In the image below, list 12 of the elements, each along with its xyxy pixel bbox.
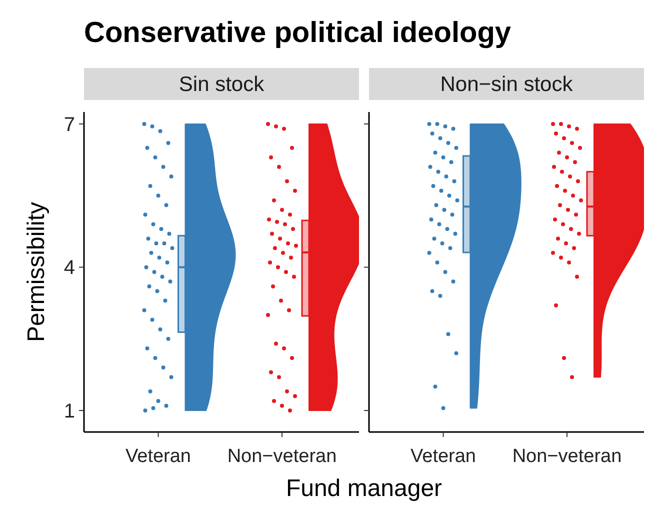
x-tick-label: Veteran xyxy=(410,446,476,467)
x-tick-label: Non−veteran xyxy=(227,446,337,467)
y-axis-title: Permissibility xyxy=(23,202,50,342)
y-tick-label: 7 xyxy=(64,114,75,136)
x-tick-label: Veteran xyxy=(126,446,191,467)
chart-title: Conservative political ideology xyxy=(84,17,512,49)
x-axis-title: Fund manager xyxy=(286,475,442,502)
y-tick-label: 1 xyxy=(64,400,75,423)
x-tick-label: Non−veteran xyxy=(512,446,622,467)
chart-subtitle: Non−sin stock xyxy=(440,73,574,96)
y-tick-label: 4 xyxy=(64,257,75,280)
chart-subtitle: Sin stock xyxy=(178,73,265,96)
